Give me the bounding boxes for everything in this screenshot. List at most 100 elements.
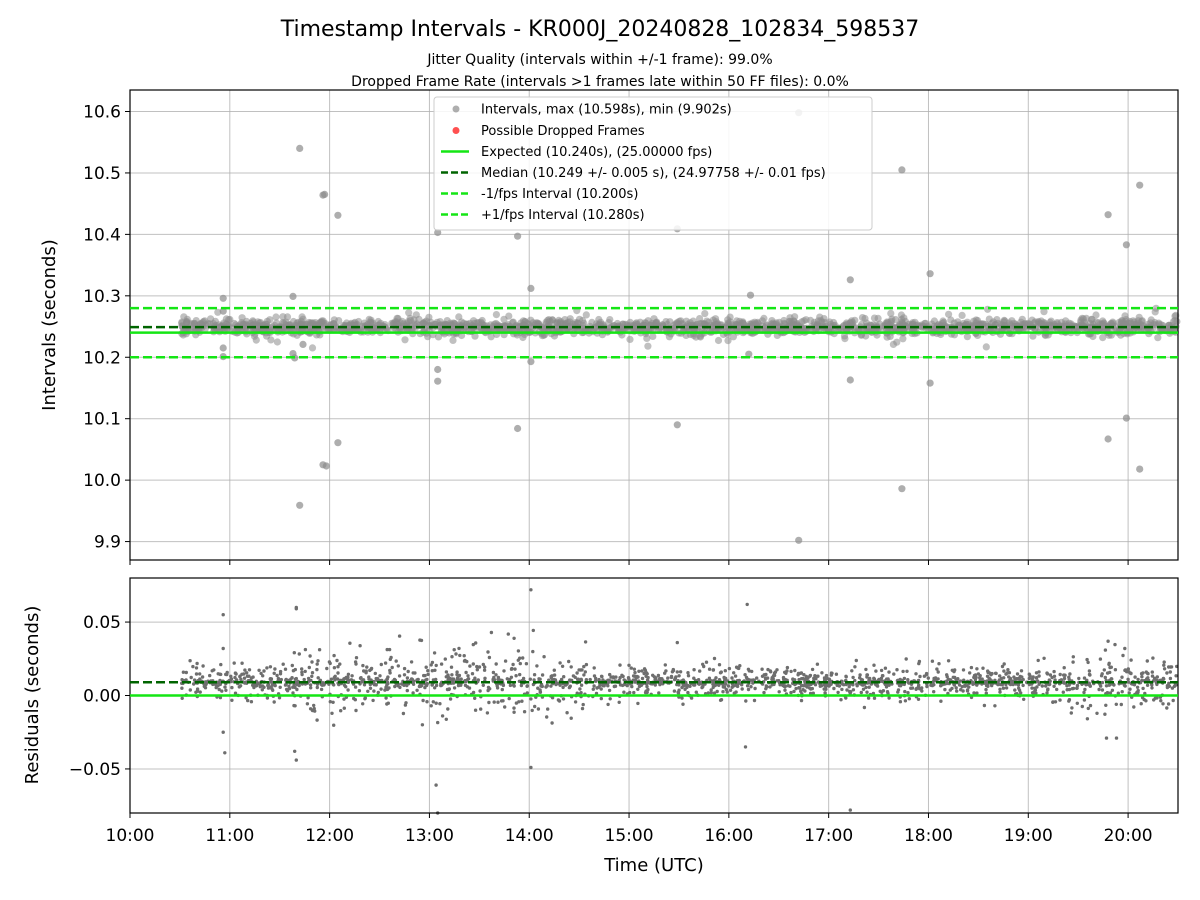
residual-point <box>353 660 358 664</box>
interval-outlier-point <box>1104 435 1112 443</box>
residual-point <box>804 684 808 688</box>
interval-outlier-point <box>434 365 442 374</box>
residual-point <box>404 701 408 705</box>
intervals-y-tick-label: 10.5 <box>83 164 121 184</box>
residual-point <box>1052 669 1056 674</box>
residual-point <box>939 699 943 703</box>
residual-point <box>203 680 208 684</box>
residual-point <box>208 673 212 678</box>
residual-point <box>354 708 358 713</box>
x-tick-label: 10:00 <box>106 826 155 846</box>
residual-point <box>608 697 612 701</box>
residual-point <box>1069 711 1074 715</box>
residual-point <box>482 668 487 672</box>
interval-point <box>392 318 400 326</box>
residual-outlier-point <box>1106 639 1110 643</box>
residual-point <box>1068 672 1072 676</box>
residual-point <box>513 667 517 671</box>
residual-point <box>920 686 924 690</box>
residual-point <box>864 667 868 672</box>
intervals-y-ticks: 9.9 10.0 10.1 10.2 10.3 10.4 10.5 10.6 <box>83 103 130 553</box>
residual-point <box>987 676 991 680</box>
interval-point <box>714 336 723 345</box>
residual-point <box>1053 700 1058 704</box>
residual-outlier-point <box>223 751 227 755</box>
intervals-y-tick-label: 10.0 <box>83 471 121 491</box>
residual-point <box>715 689 719 694</box>
residual-point <box>1120 690 1124 694</box>
residual-point <box>312 706 316 711</box>
interval-outlier-point <box>296 501 304 509</box>
residual-point <box>1087 672 1092 677</box>
residual-point <box>866 680 871 684</box>
residual-point <box>293 677 298 681</box>
residual-point <box>1004 672 1008 676</box>
residual-point <box>1053 678 1057 682</box>
residual-point <box>300 667 304 671</box>
residual-point <box>982 703 987 708</box>
residual-point <box>509 675 514 679</box>
interval-point <box>412 311 420 319</box>
residual-point <box>378 674 382 678</box>
residual-point <box>766 667 770 672</box>
residual-point <box>783 670 787 674</box>
residual-point <box>434 683 439 688</box>
residual-point <box>533 704 537 709</box>
intervals-reference-lines <box>130 306 1178 359</box>
residual-point <box>743 673 747 677</box>
residual-point <box>290 676 294 680</box>
residual-point <box>714 676 718 680</box>
residuals-y-tick-label: 0.05 <box>83 613 121 633</box>
residual-point <box>293 685 297 690</box>
residual-point <box>1116 691 1121 695</box>
residual-point <box>640 669 644 673</box>
residual-point <box>434 701 438 705</box>
residual-point <box>500 687 504 692</box>
residual-point <box>1080 704 1085 709</box>
residual-point <box>845 688 849 692</box>
residual-point <box>1086 706 1091 711</box>
residual-point <box>426 672 430 677</box>
interval-point <box>405 309 413 317</box>
intervals-x-ticks <box>129 560 1129 565</box>
residual-point <box>1139 702 1143 706</box>
interval-point <box>950 319 958 327</box>
residual-point <box>292 651 296 655</box>
interval-point <box>963 333 972 341</box>
residual-point <box>898 700 903 704</box>
interval-point <box>273 338 281 346</box>
residual-point <box>320 683 325 687</box>
residual-point <box>627 663 631 667</box>
residual-point <box>569 716 573 720</box>
residual-point <box>872 696 877 700</box>
residual-point <box>466 677 470 682</box>
residual-point <box>1067 683 1071 687</box>
interval-outlier-point <box>926 270 934 278</box>
residual-point <box>839 698 843 702</box>
residual-point <box>858 676 862 680</box>
residual-point <box>575 671 579 675</box>
residual-point <box>636 687 640 691</box>
residual-point <box>730 676 734 680</box>
interval-point <box>826 318 834 326</box>
residual-point <box>968 671 972 675</box>
residual-point <box>867 685 871 689</box>
residual-point <box>674 675 678 679</box>
residual-point <box>260 688 264 692</box>
residual-point <box>434 663 438 668</box>
residual-point <box>1155 675 1160 679</box>
residual-point <box>454 652 458 656</box>
residual-point <box>1150 686 1154 690</box>
residual-point <box>969 665 974 670</box>
residuals-y-ticks: −0.05 0.00 0.05 <box>69 613 130 780</box>
residual-point <box>1016 683 1021 687</box>
interval-point <box>802 316 810 324</box>
residual-point <box>439 662 444 666</box>
residual-point <box>1150 674 1155 678</box>
residual-point <box>802 673 806 677</box>
residual-point <box>272 700 276 704</box>
residual-point <box>343 676 347 681</box>
residual-point <box>632 667 637 671</box>
residual-point <box>1071 660 1075 664</box>
residual-point <box>540 673 545 677</box>
